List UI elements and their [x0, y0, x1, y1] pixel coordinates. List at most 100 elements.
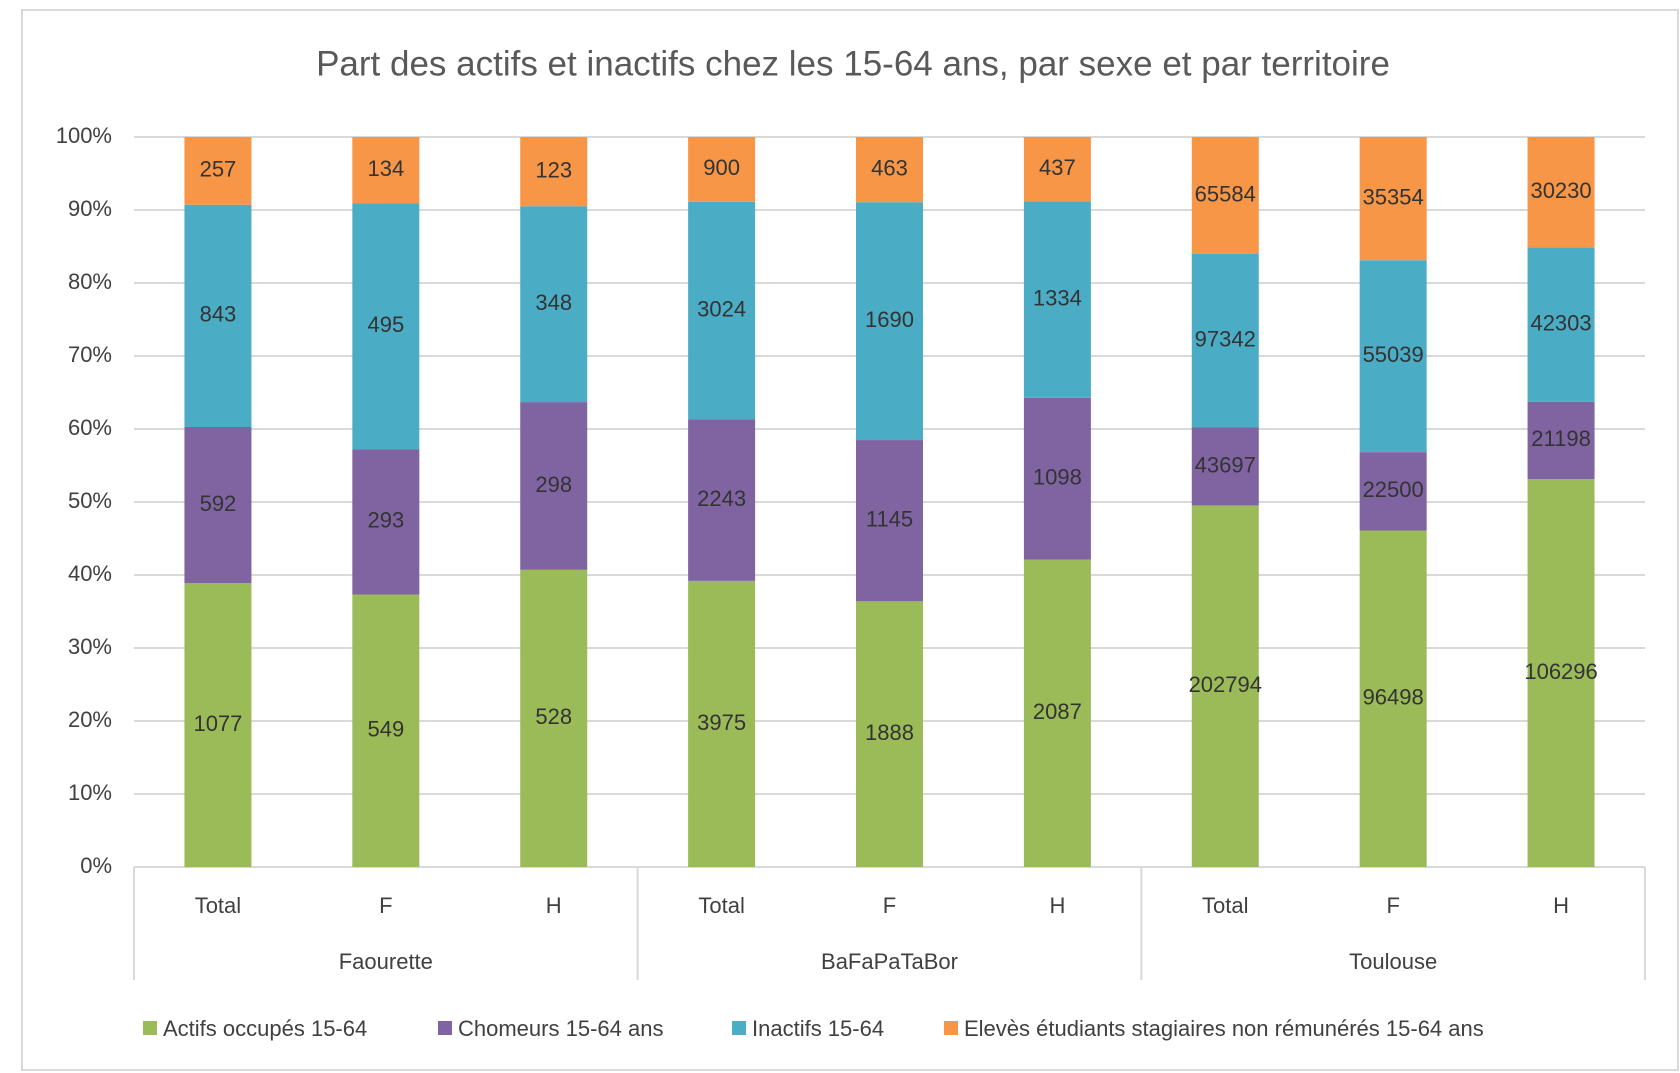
data-label: 202794 [1189, 672, 1262, 697]
data-label: 528 [535, 704, 572, 729]
bar-segment [1191, 505, 1259, 867]
bar-segment [856, 202, 923, 441]
data-label: 348 [535, 290, 572, 315]
bar-segment [352, 449, 420, 595]
data-label: 2243 [697, 486, 746, 511]
bar-segment [520, 206, 588, 403]
bar-segment [1023, 201, 1091, 398]
data-label: 495 [367, 312, 404, 337]
legend-swatch [143, 1021, 157, 1035]
y-tick-label: 20% [68, 707, 112, 732]
bar-segment [1359, 260, 1427, 453]
bar-segment [184, 426, 252, 584]
data-label: 1077 [193, 711, 242, 736]
x-tick-label: F [1386, 893, 1399, 918]
bar-segment [352, 594, 420, 867]
data-label: 592 [200, 491, 237, 516]
bar-segment [520, 402, 588, 570]
y-tick-label: 100% [56, 123, 112, 148]
bar-segment [184, 583, 252, 867]
y-tick-label: 70% [68, 342, 112, 367]
x-tick-label: Total [1202, 893, 1248, 918]
data-label: 3975 [697, 710, 746, 735]
x-tick-label: Total [195, 893, 241, 918]
data-label: 65584 [1195, 181, 1256, 206]
bar-segment [856, 440, 923, 602]
bar-segment [1527, 479, 1595, 867]
bar-segment [688, 580, 756, 867]
data-label: 30230 [1530, 178, 1591, 203]
bar-segment [1359, 452, 1427, 531]
x-tick-label: F [379, 893, 392, 918]
data-label: 42303 [1530, 310, 1591, 335]
legend-swatch [944, 1021, 958, 1035]
legend-swatch [438, 1021, 452, 1035]
data-label: 3024 [697, 296, 746, 321]
bar-segment [520, 569, 588, 867]
bar-segment [1023, 137, 1091, 202]
data-label: 1888 [865, 720, 914, 745]
legend-label: Actifs occupés 15-64 [163, 1016, 367, 1041]
data-label: 1145 [866, 506, 913, 531]
x-tick-label: Total [698, 893, 744, 918]
bar-segment [1023, 397, 1091, 560]
data-label: 55039 [1363, 342, 1424, 367]
legend-swatch [732, 1021, 746, 1035]
bar-segment [1527, 247, 1595, 402]
bar-segment [520, 137, 588, 207]
legend-label: Elevès étudiants stagiaires non rémunéré… [964, 1016, 1484, 1041]
data-label: 900 [703, 155, 740, 180]
data-label: 96498 [1363, 685, 1424, 710]
data-label: 21198 [1531, 426, 1591, 451]
group-label: Faourette [339, 949, 433, 974]
y-tick-label: 90% [68, 196, 112, 221]
data-label: 1690 [865, 307, 914, 332]
y-tick-label: 60% [68, 415, 112, 440]
data-label: 123 [535, 157, 572, 182]
bar-segment [688, 419, 756, 581]
bar-segment [1191, 253, 1259, 428]
data-label: 43697 [1195, 452, 1256, 477]
y-tick-label: 50% [68, 488, 112, 513]
legend-label: Chomeurs 15-64 ans [458, 1016, 663, 1041]
data-label: 463 [871, 155, 908, 180]
legend-label: Inactifs 15-64 [752, 1016, 884, 1041]
chart-title: Part des actifs et inactifs chez les 15-… [316, 44, 1390, 83]
data-label: 35354 [1363, 184, 1424, 209]
bar-segment [688, 137, 756, 202]
data-label: 549 [367, 717, 404, 742]
data-label: 22500 [1363, 477, 1424, 502]
bar-segment [856, 137, 923, 203]
data-label: 257 [200, 157, 237, 182]
x-tick-label: H [1049, 893, 1065, 918]
data-label: 293 [367, 508, 404, 533]
y-tick-label: 10% [68, 780, 112, 805]
bar-segment [1191, 427, 1259, 506]
bar-segment [1359, 137, 1427, 261]
bar-segment [1359, 530, 1427, 867]
bar-segment [352, 137, 420, 204]
chart-frame [21, 9, 1679, 1071]
bar-segment [1527, 137, 1595, 248]
data-label: 437 [1039, 155, 1076, 180]
bar-segment [1023, 559, 1091, 867]
data-label: 1334 [1033, 285, 1082, 310]
bar-segment [184, 204, 252, 427]
data-label: 298 [535, 472, 572, 497]
data-label: 106296 [1524, 659, 1597, 684]
x-tick-label: H [546, 893, 562, 918]
bar-segment [352, 203, 420, 450]
bar-segment [184, 137, 252, 205]
data-label: 97342 [1195, 327, 1256, 352]
y-tick-label: 30% [68, 634, 112, 659]
y-tick-label: 0% [80, 853, 112, 878]
data-label: 134 [367, 156, 404, 181]
data-label: 1098 [1033, 465, 1082, 490]
group-label: Toulouse [1349, 949, 1437, 974]
bar-segment [1191, 137, 1259, 254]
bar-segment [856, 601, 923, 867]
x-tick-label: H [1553, 893, 1569, 918]
bar-segment [688, 201, 756, 420]
bar-segment [1527, 401, 1595, 480]
y-tick-label: 40% [68, 561, 112, 586]
